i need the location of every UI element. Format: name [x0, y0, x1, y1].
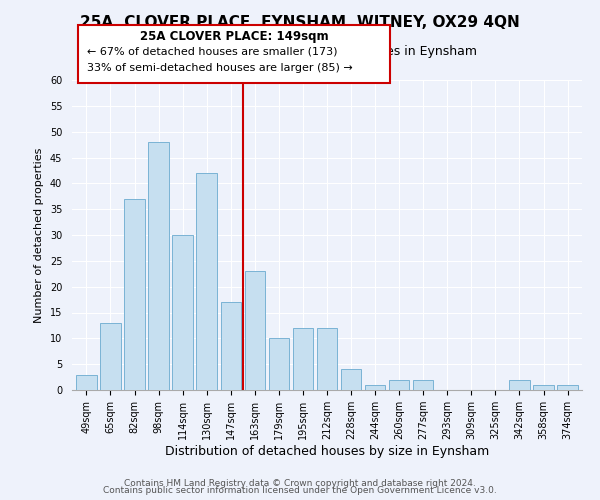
Text: ← 67% of detached houses are smaller (173): ← 67% of detached houses are smaller (17…	[87, 46, 337, 56]
Text: 25A CLOVER PLACE: 149sqm: 25A CLOVER PLACE: 149sqm	[140, 30, 328, 43]
Bar	[100, 323, 121, 390]
Bar	[365, 385, 385, 390]
Text: Contains HM Land Registry data © Crown copyright and database right 2024.: Contains HM Land Registry data © Crown c…	[124, 478, 476, 488]
Bar	[124, 199, 145, 390]
Bar	[148, 142, 169, 390]
Bar	[196, 173, 217, 390]
Bar	[413, 380, 433, 390]
Text: 25A, CLOVER PLACE, EYNSHAM, WITNEY, OX29 4QN: 25A, CLOVER PLACE, EYNSHAM, WITNEY, OX29…	[80, 15, 520, 30]
Bar	[509, 380, 530, 390]
Bar	[221, 302, 241, 390]
Text: Size of property relative to detached houses in Eynsham: Size of property relative to detached ho…	[122, 45, 478, 58]
Bar	[172, 235, 193, 390]
Text: 33% of semi-detached houses are larger (85) →: 33% of semi-detached houses are larger (…	[87, 63, 353, 73]
Bar	[341, 370, 361, 390]
X-axis label: Distribution of detached houses by size in Eynsham: Distribution of detached houses by size …	[165, 445, 489, 458]
Y-axis label: Number of detached properties: Number of detached properties	[34, 148, 44, 322]
Bar	[533, 385, 554, 390]
Text: Contains public sector information licensed under the Open Government Licence v3: Contains public sector information licen…	[103, 486, 497, 495]
Bar	[245, 271, 265, 390]
Bar	[269, 338, 289, 390]
Bar	[293, 328, 313, 390]
Bar	[389, 380, 409, 390]
Bar	[76, 374, 97, 390]
Bar	[317, 328, 337, 390]
Bar	[557, 385, 578, 390]
